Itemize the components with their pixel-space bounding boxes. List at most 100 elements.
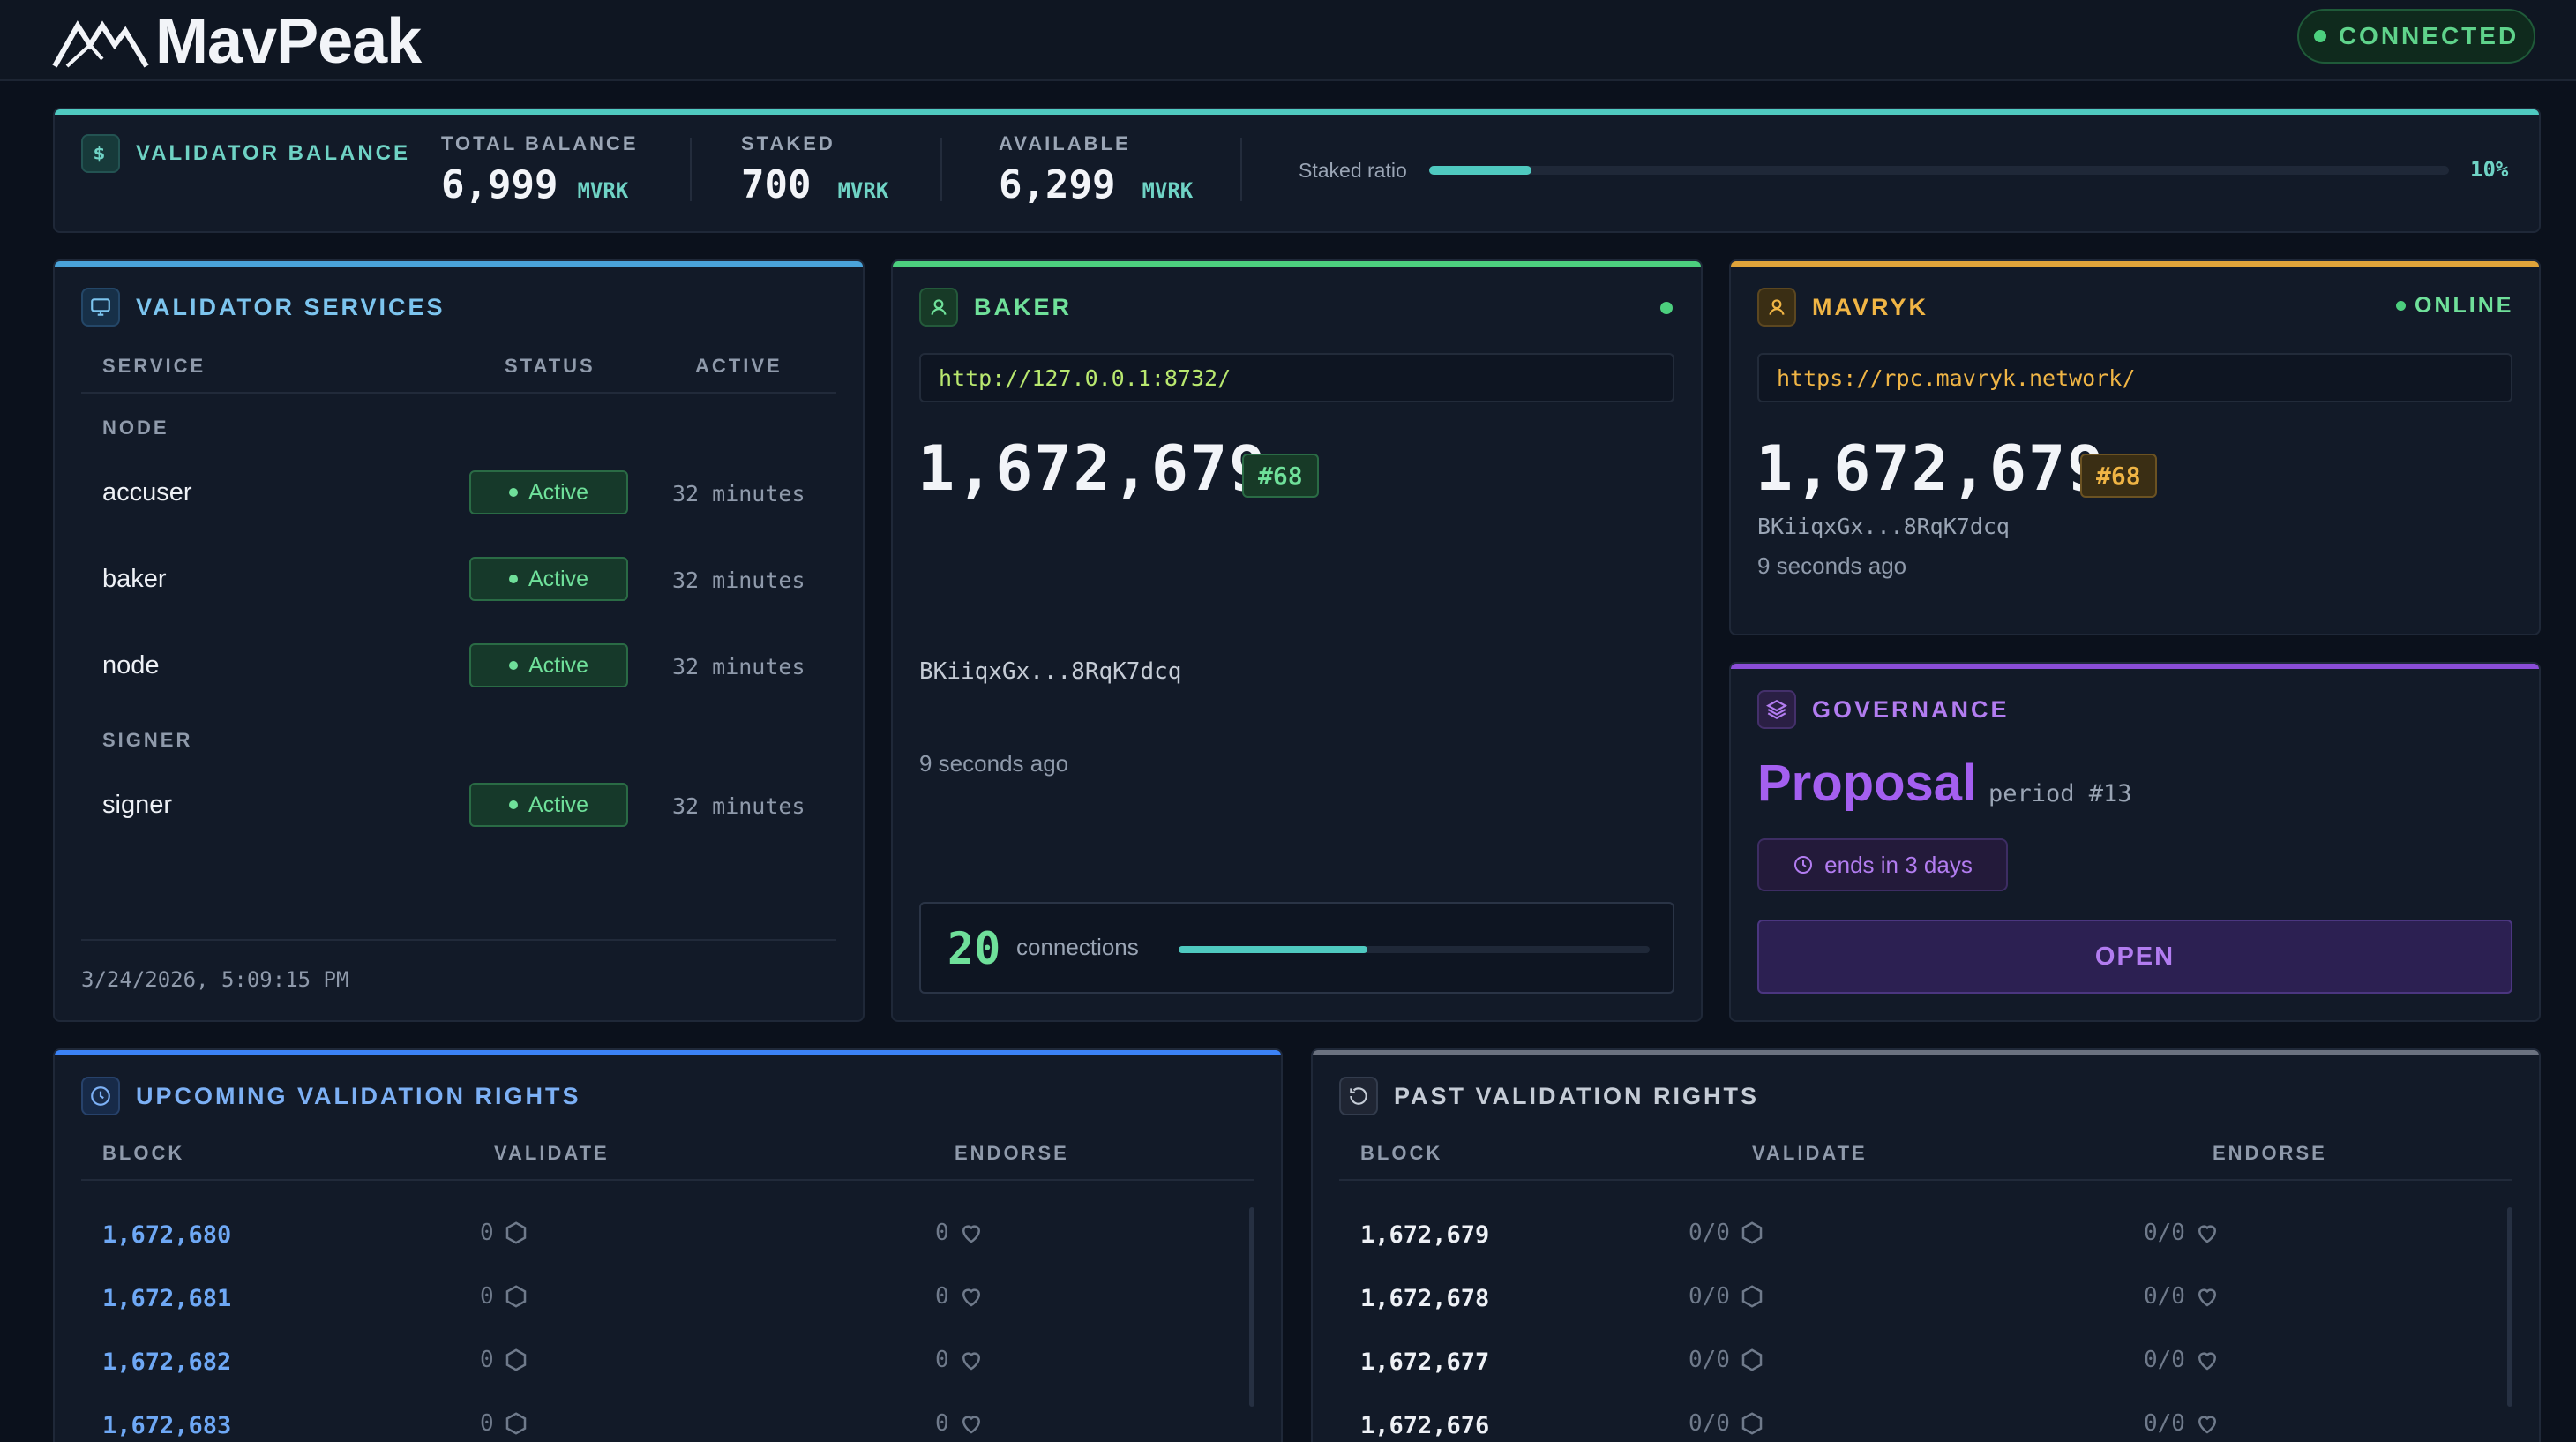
service-accuser: accuser xyxy=(102,478,192,507)
connections-track xyxy=(1179,946,1650,953)
history-icon xyxy=(1339,1077,1378,1115)
upcoming-block-3[interactable]: 1,672,683 xyxy=(102,1412,232,1439)
past-block-0[interactable]: 1,672,679 xyxy=(1360,1221,1490,1249)
svg-text:$: $ xyxy=(94,144,109,164)
governance-ends-badge: ends in 3 days xyxy=(1757,838,2008,891)
upcoming-scrollbar[interactable] xyxy=(1249,1207,1254,1407)
upcoming-block-0[interactable]: 1,672,680 xyxy=(102,1221,232,1249)
past-block-1[interactable]: 1,672,678 xyxy=(1360,1285,1490,1312)
past-col-endorse: ENDORSE xyxy=(2213,1142,2327,1164)
baker-title: BAKER xyxy=(919,288,1072,327)
staked-ratio-value: 10% xyxy=(2470,157,2509,182)
heart-icon xyxy=(2194,1283,2220,1310)
connections-fill xyxy=(1179,946,1367,953)
brand-logo[interactable]: MavPeak xyxy=(51,5,422,78)
upcoming-endorse-1: 0 xyxy=(935,1283,985,1310)
hexagon-icon xyxy=(503,1410,529,1437)
connection-status-text: CONNECTED xyxy=(2338,22,2520,49)
baker-status-dot-icon xyxy=(1660,302,1673,314)
heart-icon xyxy=(958,1347,985,1373)
upcoming-rights-card xyxy=(53,1048,1283,1442)
past-col-validate: VALIDATE xyxy=(1752,1142,1868,1164)
mavryk-block-age: 9 seconds ago xyxy=(1757,552,1907,579)
baker-cycle-badge: #68 xyxy=(1242,454,1319,498)
staked-ratio-fill xyxy=(1429,166,1531,175)
past-validate-3: 0/0 xyxy=(1689,1410,1765,1437)
upcoming-endorse-0: 0 xyxy=(935,1220,985,1246)
mavryk-block-height: 1,672,679 xyxy=(1756,432,2107,505)
upcoming-endorse-3: 0 xyxy=(935,1410,985,1437)
active-time-accuser: 32 minutes xyxy=(672,481,805,507)
staked-balance: STAKED 700 MVRK xyxy=(741,132,889,207)
service-node: node xyxy=(102,651,160,680)
past-scrollbar[interactable] xyxy=(2507,1207,2512,1407)
past-block-2[interactable]: 1,672,677 xyxy=(1360,1348,1490,1376)
validator-services-card xyxy=(53,259,865,1022)
staked-value: 700 xyxy=(741,162,812,207)
col-active: ACTIVE xyxy=(695,355,783,377)
layers-icon xyxy=(1757,690,1796,729)
total-balance-value: 6,999 xyxy=(441,162,558,207)
mountain-logo-icon xyxy=(52,20,149,68)
connection-status-badge: CONNECTED xyxy=(2297,9,2535,64)
upcoming-validate-1: 0 xyxy=(480,1283,529,1310)
upcoming-block-2[interactable]: 1,672,682 xyxy=(102,1348,232,1376)
mavryk-cycle-badge: #68 xyxy=(2080,454,2157,498)
active-time-node: 32 minutes xyxy=(672,654,805,680)
past-validate-2: 0/0 xyxy=(1689,1347,1765,1373)
top-bar: MavPeak CONNECTED xyxy=(0,0,2576,81)
hexagon-icon xyxy=(1739,1347,1765,1373)
hexagon-icon xyxy=(503,1220,529,1246)
status-badge-signer: Active xyxy=(469,783,628,827)
mavryk-rpc-url-field[interactable]: https://rpc.mavryk.network/ xyxy=(1757,353,2512,402)
upcoming-endorse-2: 0 xyxy=(935,1347,985,1373)
status-badge-baker: Active xyxy=(469,557,628,601)
clock-icon xyxy=(1794,856,1813,874)
staked-ratio-track xyxy=(1429,166,2449,175)
mavryk-block-hash: BKiiqxGx...8RqK7dcq xyxy=(1757,514,2010,539)
user-icon xyxy=(1757,288,1796,327)
group-label-node: NODE xyxy=(102,417,169,439)
upcoming-col-validate: VALIDATE xyxy=(494,1142,610,1164)
governance-title: GOVERNANCE xyxy=(1757,690,2010,729)
past-endorse-0: 0/0 xyxy=(2144,1220,2220,1246)
mavryk-card xyxy=(1729,259,2541,635)
service-baker: baker xyxy=(102,565,167,593)
past-validate-1: 0/0 xyxy=(1689,1283,1765,1310)
past-rights-title: PAST VALIDATION RIGHTS xyxy=(1339,1077,1759,1115)
baker-connections-box: 20 connections xyxy=(919,902,1674,994)
col-status: STATUS xyxy=(505,355,595,377)
upcoming-rights-title: UPCOMING VALIDATION RIGHTS xyxy=(81,1077,581,1115)
status-dot-icon xyxy=(2313,30,2326,42)
total-balance: TOTAL BALANCE 6,999 MVRK xyxy=(441,132,639,207)
col-service: SERVICE xyxy=(102,355,206,377)
upcoming-block-1[interactable]: 1,672,681 xyxy=(102,1285,232,1312)
dollar-icon: $ xyxy=(81,134,120,173)
past-block-3[interactable]: 1,672,676 xyxy=(1360,1412,1490,1439)
past-rights-card xyxy=(1311,1048,2541,1442)
governance-open-button[interactable]: OPEN xyxy=(1757,920,2512,994)
baker-url-field[interactable]: http://127.0.0.1:8732/ xyxy=(919,353,1674,402)
connections-label: connections xyxy=(1016,934,1139,960)
staked-ratio-label: Staked ratio xyxy=(1299,159,1407,182)
heart-icon xyxy=(958,1283,985,1310)
mavryk-online-status: ONLINE xyxy=(2396,293,2513,319)
active-time-signer: 32 minutes xyxy=(672,793,805,819)
upcoming-validate-3: 0 xyxy=(480,1410,529,1437)
status-badge-accuser: Active xyxy=(469,470,628,514)
upcoming-validate-0: 0 xyxy=(480,1220,529,1246)
upcoming-col-endorse: ENDORSE xyxy=(955,1142,1069,1164)
services-timestamp: 3/24/2026, 5:09:15 PM xyxy=(81,967,349,992)
past-endorse-1: 0/0 xyxy=(2144,1283,2220,1310)
governance-phase: Proposal xyxy=(1757,755,1977,812)
heart-icon xyxy=(2194,1347,2220,1373)
monitor-icon xyxy=(81,288,120,327)
governance-period: period #13 xyxy=(1988,780,2132,807)
clock-icon xyxy=(81,1077,120,1115)
past-endorse-3: 0/0 xyxy=(2144,1410,2220,1437)
hexagon-icon xyxy=(1739,1220,1765,1246)
hexagon-icon xyxy=(1739,1410,1765,1437)
validator-services-title: VALIDATOR SERVICES xyxy=(81,288,446,327)
hexagon-icon xyxy=(1739,1283,1765,1310)
hexagon-icon xyxy=(503,1283,529,1310)
